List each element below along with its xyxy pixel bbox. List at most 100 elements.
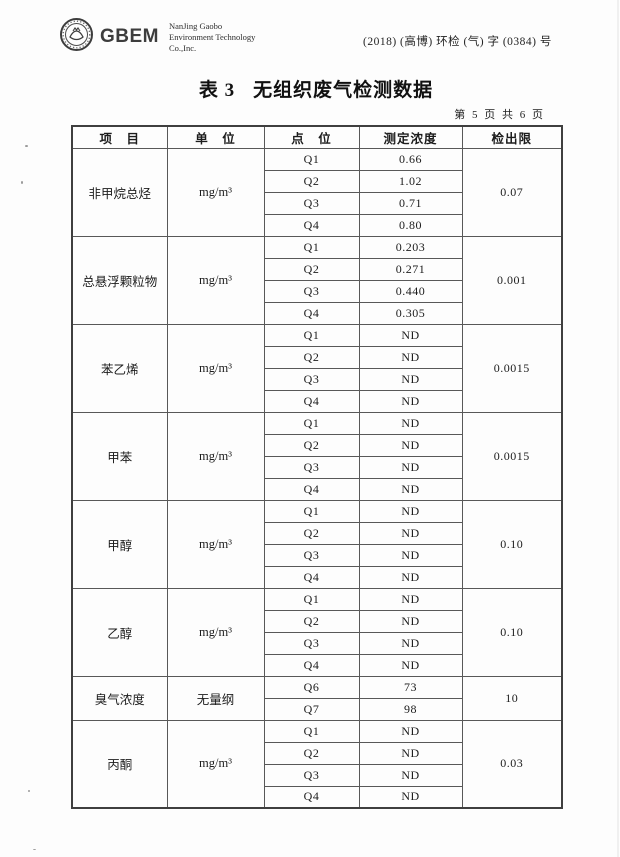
detection-limit-cell: 10 xyxy=(461,675,563,721)
value-cell: ND xyxy=(358,785,463,809)
table-row: Q3 ND xyxy=(72,367,562,391)
value-cell: ND xyxy=(358,521,463,545)
point-cell: Q2 xyxy=(263,345,360,369)
value-cell: 98 xyxy=(358,697,463,721)
point-cell: Q4 xyxy=(263,477,360,501)
value-cell: ND xyxy=(358,345,463,369)
point-cell: Q1 xyxy=(263,411,360,435)
point-cell: Q3 xyxy=(263,631,360,655)
detection-limit-cell: 0.03 xyxy=(461,719,563,809)
value-cell: ND xyxy=(358,565,463,589)
value-cell: ND xyxy=(358,719,463,743)
table-row: Q4 ND xyxy=(72,785,562,809)
value-cell: 0.71 xyxy=(358,191,463,215)
page-indicator: 第 5 页 共 6 页 xyxy=(454,109,545,121)
table-row: Q4 0.80 xyxy=(72,213,562,237)
detection-limit-cell: 0.0015 xyxy=(461,323,563,413)
measurement-table: 项 目 单 位 点 位 测定浓度 检出限 非甲烷总烃 mg/m³ Q1 0.66 0.0… xyxy=(71,125,563,809)
table-row: 臭气浓度 无量纲 Q6 73 10 xyxy=(71,675,563,721)
value-cell: ND xyxy=(358,323,463,347)
value-cell: ND xyxy=(358,609,463,633)
col-header-concentration: 测定浓度 xyxy=(358,125,463,149)
value-cell: 0.80 xyxy=(358,213,463,237)
value-cell: ND xyxy=(358,499,463,523)
scan-speckle xyxy=(25,145,28,147)
document-number: (2018) (高博) 环检 (气) 字 (0384) 号 xyxy=(363,36,552,48)
table-row: Q3 ND xyxy=(72,455,562,479)
value-cell: 0.440 xyxy=(358,279,463,303)
report-title-text: 无组织废气检测数据 xyxy=(253,80,434,101)
value-cell: 0.271 xyxy=(358,257,463,281)
value-cell: ND xyxy=(358,433,463,457)
company-line-2: Environment Technology xyxy=(169,32,256,42)
value-cell: 0.305 xyxy=(358,301,463,325)
table-row: Q3 0.71 xyxy=(72,191,562,215)
unit-cell: 无量纲 xyxy=(166,675,265,721)
point-cell: Q1 xyxy=(263,499,360,523)
point-cell: Q3 xyxy=(263,191,360,215)
table-header-row: 项 目 单 位 点 位 测定浓度 检出限 xyxy=(71,125,563,149)
table-row: Q3 ND xyxy=(72,763,562,787)
value-cell: ND xyxy=(358,411,463,435)
point-cell: Q3 xyxy=(263,367,360,391)
point-cell: Q1 xyxy=(263,235,360,259)
point-cell: Q4 xyxy=(263,389,360,413)
point-cell: Q4 xyxy=(263,301,360,325)
table-row: 非甲烷总烃 mg/m³ Q1 0.66 0.07 xyxy=(71,147,563,237)
item-cell: 甲苯 xyxy=(71,411,168,501)
unit-cell: mg/m³ xyxy=(166,323,265,413)
item-cell: 甲醇 xyxy=(71,499,168,589)
table-row: Q3 0.440 xyxy=(72,279,562,303)
item-cell: 总悬浮颗粒物 xyxy=(71,235,168,325)
unit-cell: mg/m³ xyxy=(166,235,265,325)
gbem-seal-icon xyxy=(60,18,93,51)
table-row: 总悬浮颗粒物 mg/m³ Q1 0.203 0.001 xyxy=(71,235,563,325)
company-line-3: Co.,Inc. xyxy=(169,43,197,53)
col-header-item: 项 目 xyxy=(71,125,168,149)
point-cell: Q7 xyxy=(263,697,360,721)
table-row: 丙酮 mg/m³ Q1 ND 0.03 xyxy=(71,719,563,809)
scan-speckle xyxy=(28,790,30,792)
detection-limit-cell: 0.10 xyxy=(461,499,563,589)
scan-edge-shadow xyxy=(617,0,619,857)
scan-speckle xyxy=(21,181,23,184)
unit-cell: mg/m³ xyxy=(166,499,265,589)
detection-limit-cell: 0.0015 xyxy=(461,411,563,501)
value-cell: 1.02 xyxy=(358,169,463,193)
table-row: 苯乙烯 mg/m³ Q1 ND 0.0015 xyxy=(71,323,563,413)
value-cell: ND xyxy=(358,543,463,567)
point-cell: Q3 xyxy=(263,763,360,787)
point-cell: Q2 xyxy=(263,741,360,765)
company-line-1: NanJing Gaobo xyxy=(169,21,223,31)
value-cell: ND xyxy=(358,389,463,413)
table-row: Q2 ND xyxy=(72,433,562,457)
table-row: Q4 ND xyxy=(72,565,562,589)
value-cell: ND xyxy=(358,367,463,391)
report-title: 表 3 无组织废气检测数据 xyxy=(71,75,561,102)
value-cell: ND xyxy=(358,587,463,611)
unit-cell: mg/m³ xyxy=(166,587,265,677)
table-row: 甲醇 mg/m³ Q1 ND 0.10 xyxy=(71,499,563,589)
detection-limit-cell: 0.07 xyxy=(461,147,563,237)
point-cell: Q6 xyxy=(263,675,360,699)
col-header-detection-limit: 检出限 xyxy=(461,125,563,149)
table-row: Q2 ND xyxy=(72,345,562,369)
value-cell: 73 xyxy=(358,675,463,699)
value-cell: 0.203 xyxy=(358,235,463,259)
unit-cell: mg/m³ xyxy=(166,411,265,501)
value-cell: ND xyxy=(358,653,463,677)
point-cell: Q2 xyxy=(263,257,360,281)
item-cell: 苯乙烯 xyxy=(71,323,168,413)
scan-speckle xyxy=(33,849,36,850)
point-cell: Q1 xyxy=(263,323,360,347)
table-row: 乙醇 mg/m³ Q1 ND 0.10 xyxy=(71,587,563,677)
logo-text: GBEM xyxy=(100,26,159,47)
value-cell: ND xyxy=(358,631,463,655)
report-title-prefix: 表 3 xyxy=(198,80,236,101)
point-cell: Q2 xyxy=(263,521,360,545)
point-cell: Q2 xyxy=(263,609,360,633)
point-cell: Q4 xyxy=(263,565,360,589)
col-header-point: 点 位 xyxy=(263,125,360,149)
point-cell: Q3 xyxy=(263,543,360,567)
